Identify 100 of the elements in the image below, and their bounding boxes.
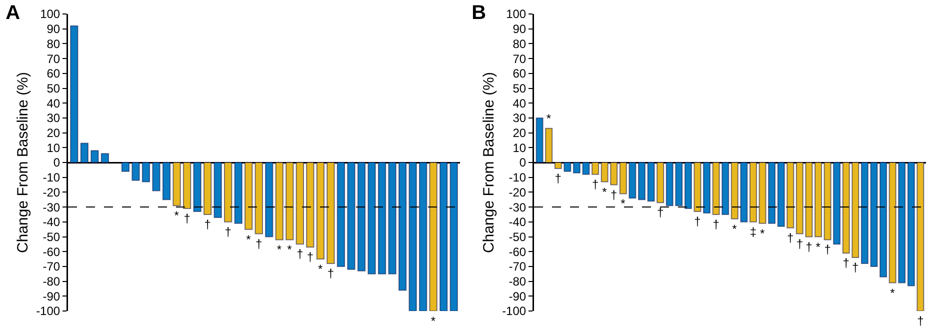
y-tick-label: -70 (508, 260, 526, 274)
y-tick-label: 20 (46, 126, 60, 140)
y-tick-label: -80 (42, 274, 60, 288)
y-tick-label: 80 (512, 36, 526, 51)
y-axis-title: Change From Baseline (%) (14, 72, 32, 253)
bar (90, 150, 99, 163)
bar (182, 162, 192, 210)
bar (80, 142, 89, 163)
chart-title: A (6, 2, 20, 24)
bar (749, 162, 757, 222)
y-tick-label: 20 (512, 126, 526, 140)
bar (296, 162, 304, 245)
bar (100, 153, 110, 163)
bar (368, 162, 376, 274)
data-label: * (546, 111, 552, 126)
data-label: † (327, 266, 334, 280)
y-tick-label: -40 (42, 215, 60, 230)
bar (357, 162, 366, 272)
y-tick-label: -90 (508, 289, 526, 304)
bar (254, 162, 263, 234)
y-tick-label: -60 (508, 244, 526, 259)
y-tick-label: 50 (512, 81, 526, 96)
bar (638, 162, 646, 200)
y-tick-label: -100 (36, 304, 60, 318)
bar (193, 162, 202, 212)
bar (326, 162, 335, 264)
data-label: † (824, 242, 831, 257)
bar (347, 162, 356, 270)
y-tick-label: -20 (42, 185, 60, 200)
data-label: * (816, 240, 821, 254)
y-tick-label: 100 (506, 7, 526, 22)
data-label: * (287, 242, 292, 257)
bar (224, 162, 232, 222)
bar (418, 162, 428, 311)
y-tick-label: -10 (42, 170, 60, 185)
bar (265, 162, 274, 238)
bar (244, 162, 253, 230)
bar (70, 25, 78, 163)
bar (814, 162, 822, 238)
y-tick-label: 0 (519, 156, 526, 170)
y-tick-label: 70 (46, 52, 60, 66)
y-tick-label: 60 (512, 66, 526, 81)
data-label: † (796, 236, 804, 251)
y-tick-label: 60 (46, 66, 60, 81)
bar (286, 162, 294, 240)
y-tick-label: -60 (42, 244, 60, 259)
bar (572, 162, 580, 174)
bar (880, 162, 888, 278)
bar (388, 162, 396, 274)
y-tick-label: 10 (512, 140, 526, 155)
data-label: † (842, 256, 850, 270)
data-label: † (554, 171, 562, 186)
bar (275, 162, 284, 240)
y-tick-label: 90 (512, 22, 526, 36)
y-tick-label: 100 (40, 7, 60, 22)
bar (142, 162, 150, 182)
bar (214, 162, 222, 218)
data-label: * (620, 196, 626, 211)
data-label: † (306, 250, 314, 264)
y-tick-label: -50 (42, 230, 60, 244)
bar (316, 162, 325, 260)
y-tick-label: -70 (42, 260, 60, 274)
data-label: * (276, 242, 282, 257)
y-tick-label: 90 (46, 22, 60, 36)
bar (450, 162, 458, 311)
y-tick-label: -80 (508, 274, 526, 288)
data-label: † (656, 206, 664, 220)
data-label: † (712, 217, 720, 232)
bar (203, 162, 212, 215)
chart-title: B (472, 2, 486, 24)
data-label: † (204, 217, 211, 232)
data-label: † (917, 314, 924, 327)
y-tick-label: 80 (46, 36, 60, 51)
data-label: * (732, 222, 738, 236)
y-axis-title: Change From Baseline (%) (480, 72, 498, 253)
y-tick-label: 70 (512, 52, 526, 66)
data-label: † (296, 247, 304, 262)
bar (162, 162, 171, 200)
bar (172, 162, 181, 206)
bar (378, 162, 386, 274)
data-label: † (852, 260, 859, 275)
y-tick-label: -10 (508, 170, 526, 185)
y-tick-label: 30 (512, 111, 526, 126)
y-tick-label: -20 (508, 185, 526, 200)
y-tick-label: -30 (508, 200, 526, 214)
data-label: † (592, 177, 599, 192)
data-label: * (318, 262, 323, 276)
data-label: † (694, 214, 701, 229)
bar (429, 162, 438, 311)
y-tick-label: 40 (46, 96, 60, 110)
bar (398, 162, 407, 291)
bar (306, 162, 314, 248)
y-tick-label: 40 (512, 96, 526, 110)
data-label: * (760, 226, 766, 240)
bar (234, 162, 242, 224)
data-label: † (184, 212, 190, 226)
y-tick-label: 30 (46, 111, 60, 126)
bar (703, 162, 711, 214)
data-label: † (806, 240, 812, 254)
bar (336, 162, 346, 267)
